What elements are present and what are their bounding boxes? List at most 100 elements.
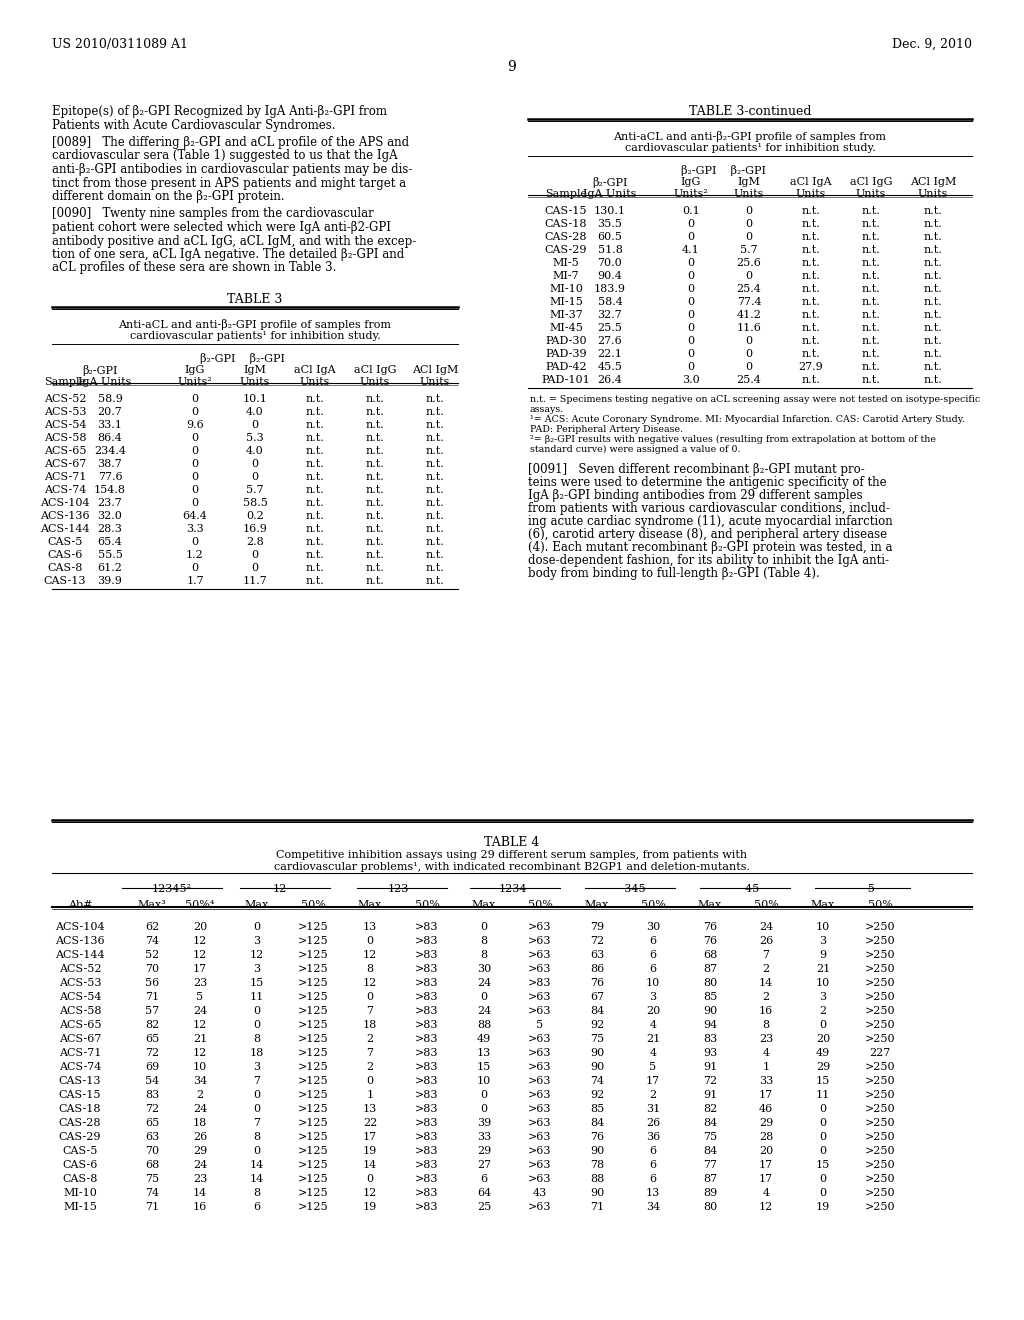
Text: 75: 75 [702,1133,717,1142]
Text: 87: 87 [702,964,717,974]
Text: ACS-144: ACS-144 [40,524,90,535]
Text: 0: 0 [745,206,753,216]
Text: >63: >63 [528,1006,552,1016]
Text: Dec. 9, 2010: Dec. 9, 2010 [892,38,972,51]
Text: 65: 65 [144,1118,159,1129]
Text: 74: 74 [145,1188,159,1199]
Text: 20: 20 [759,1146,773,1156]
Text: 9.6: 9.6 [186,420,204,430]
Text: n.t.: n.t. [366,407,384,417]
Text: >63: >63 [528,964,552,974]
Text: from patients with various cardiovascular conditions, includ-: from patients with various cardiovascula… [528,502,890,515]
Text: Epitope(s) of β₂-GPI Recognized by IgA Anti-β₂-GPI from: Epitope(s) of β₂-GPI Recognized by IgA A… [52,106,387,117]
Text: Anti-aCL and anti-β₂-GPI profile of samples from: Anti-aCL and anti-β₂-GPI profile of samp… [613,131,887,143]
Text: 0: 0 [480,921,487,932]
Text: ²= β₂-GPI results with negative values (resulting from extrapolation at bottom o: ²= β₂-GPI results with negative values (… [530,436,936,444]
Text: n.t.: n.t. [924,271,942,281]
Text: assays.: assays. [530,405,564,414]
Text: >63: >63 [528,1173,552,1184]
Text: 26: 26 [646,1118,660,1129]
Text: 63: 63 [144,1133,159,1142]
Text: n.t.: n.t. [426,576,444,586]
Text: CAS-13: CAS-13 [58,1076,101,1086]
Text: US 2010/0311089 A1: US 2010/0311089 A1 [52,38,188,51]
Text: 11: 11 [250,993,264,1002]
Text: 3: 3 [649,993,656,1002]
Text: Max: Max [585,900,609,909]
Text: 50%: 50% [754,900,778,909]
Text: >250: >250 [864,921,895,932]
Text: anti-β₂-GPI antibodies in cardiovascular patients may be dis-: anti-β₂-GPI antibodies in cardiovascular… [52,162,413,176]
Text: n.t.: n.t. [802,219,820,228]
Text: (4). Each mutant recombinant β₂-GPI protein was tested, in a: (4). Each mutant recombinant β₂-GPI prot… [528,541,893,554]
Text: 3: 3 [819,936,826,946]
Text: β₂-GPI: β₂-GPI [592,177,628,187]
Text: 24: 24 [477,1006,492,1016]
Text: 15: 15 [477,1063,492,1072]
Text: Units: Units [856,189,886,199]
Text: n.t.: n.t. [305,524,325,535]
Text: 22.1: 22.1 [598,348,623,359]
Text: 87: 87 [702,1173,717,1184]
Text: cardiovascular problems¹, with indicated recombinant B2GP1 and deletion-mutants.: cardiovascular problems¹, with indicated… [274,862,750,873]
Text: 154.8: 154.8 [94,484,126,495]
Text: 49: 49 [816,1048,830,1059]
Text: 1.2: 1.2 [186,550,204,560]
Text: 0: 0 [252,564,259,573]
Text: 85: 85 [702,993,717,1002]
Text: ACS-52: ACS-52 [58,964,101,974]
Text: 24: 24 [193,1006,207,1016]
Text: n.t.: n.t. [861,362,881,372]
Text: -----5: -----5 [849,884,874,894]
Text: >250: >250 [864,1006,895,1016]
Text: n.t.: n.t. [366,537,384,546]
Text: 20: 20 [646,1006,660,1016]
Text: 10: 10 [477,1076,492,1086]
Text: 18: 18 [193,1118,207,1129]
Text: CAS-29: CAS-29 [545,246,587,255]
Text: 12: 12 [362,978,377,987]
Text: n.t.: n.t. [924,246,942,255]
Text: cardiovascular sera (Table 1) suggested to us that the IgA: cardiovascular sera (Table 1) suggested … [52,149,397,162]
Text: >250: >250 [864,1118,895,1129]
Text: >63: >63 [528,921,552,932]
Text: CAS-18: CAS-18 [545,219,587,228]
Text: (6), carotid artery disease (8), and peripheral artery disease: (6), carotid artery disease (8), and per… [528,528,887,541]
Text: 123--: 123-- [387,884,417,894]
Text: n.t.: n.t. [366,484,384,495]
Text: dose-dependent fashion, for its ability to inhibit the IgA anti-: dose-dependent fashion, for its ability … [528,554,889,568]
Text: 1: 1 [367,1090,374,1100]
Text: 90: 90 [590,1188,604,1199]
Text: 12---: 12--- [272,884,298,894]
Text: >250: >250 [864,1146,895,1156]
Text: n.t.: n.t. [802,375,820,385]
Text: 14: 14 [193,1188,207,1199]
Text: PAD-42: PAD-42 [545,362,587,372]
Text: 25.4: 25.4 [736,284,762,294]
Text: 22: 22 [362,1118,377,1129]
Text: 4: 4 [763,1048,770,1059]
Text: 60.5: 60.5 [598,232,623,242]
Text: 12: 12 [193,950,207,960]
Text: 74: 74 [145,936,159,946]
Text: 23.7: 23.7 [97,498,123,508]
Text: >63: >63 [528,1090,552,1100]
Text: 9: 9 [819,950,826,960]
Text: 8: 8 [480,950,487,960]
Text: 89: 89 [702,1188,717,1199]
Text: IgA Units: IgA Units [584,189,637,199]
Text: n.t.: n.t. [924,284,942,294]
Text: IgG: IgG [681,177,701,187]
Text: 68: 68 [144,1160,159,1170]
Text: 15: 15 [816,1160,830,1170]
Text: MI-15: MI-15 [63,1203,97,1212]
Text: CAS-18: CAS-18 [58,1104,101,1114]
Text: n.t. = Specimens testing negative on aCL screening assay were not tested on isot: n.t. = Specimens testing negative on aCL… [530,395,980,404]
Text: >63: >63 [528,1063,552,1072]
Text: n.t.: n.t. [924,232,942,242]
Text: 3.3: 3.3 [186,524,204,535]
Text: n.t.: n.t. [426,459,444,469]
Text: 1234-: 1234- [499,884,531,894]
Text: 20: 20 [193,921,207,932]
Text: 33: 33 [477,1133,492,1142]
